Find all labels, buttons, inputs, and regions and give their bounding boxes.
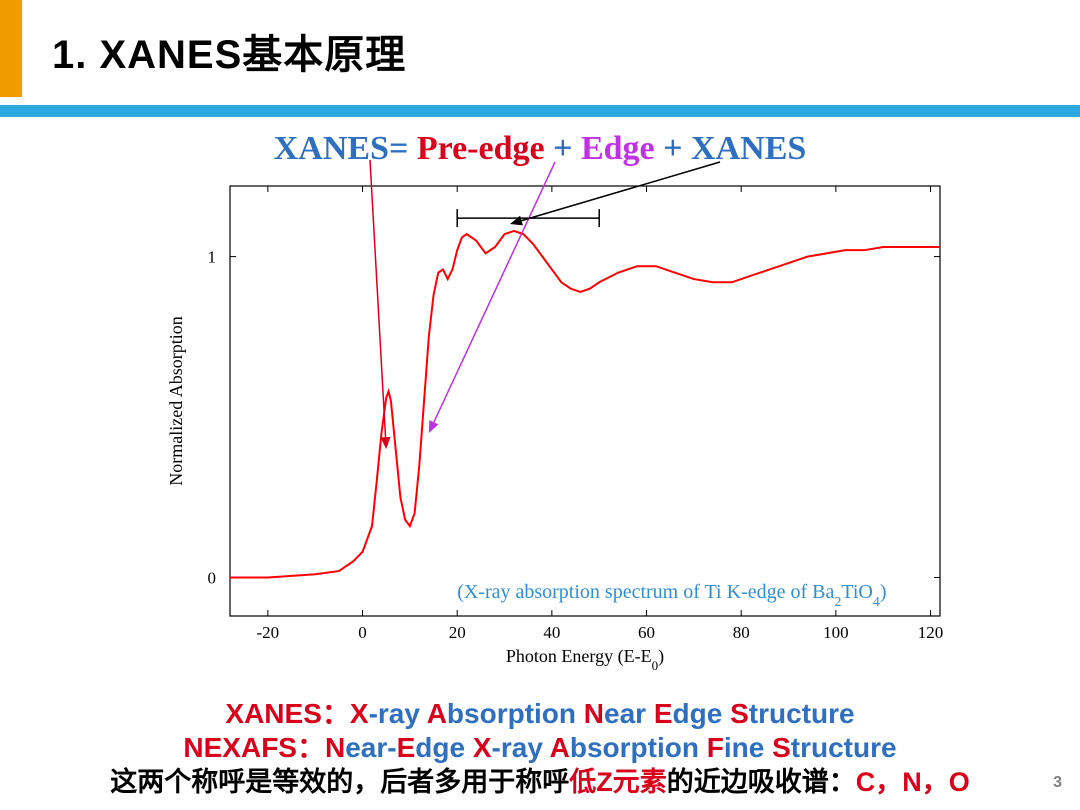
- svg-text:-20: -20: [257, 623, 280, 642]
- svg-text:80: 80: [733, 623, 750, 642]
- footnote: 这两个称呼是等效的，后者多用于称呼低Z元素的近边吸收谱：C，N，O: [0, 760, 1080, 799]
- svg-text:0: 0: [208, 568, 217, 587]
- svg-text:20: 20: [449, 623, 466, 642]
- svg-text:120: 120: [918, 623, 944, 642]
- svg-text:(X-ray absorption spectrum of: (X-ray absorption spectrum of Ti K-edge …: [457, 581, 886, 610]
- svg-text:100: 100: [823, 623, 849, 642]
- svg-text:60: 60: [638, 623, 655, 642]
- divider-bar: [0, 105, 1080, 117]
- xanes-chart: -20 0 20 40 60 80 100 120 0 1 Photon Energy (E-E0)…: [155, 156, 955, 676]
- svg-text:0: 0: [358, 623, 367, 642]
- svg-text:Photon Energy (E-E0): Photon Energy (E-E0): [506, 646, 664, 673]
- svg-text:Normalized Absorption: Normalized Absorption: [166, 316, 186, 485]
- page-number: 3: [1053, 774, 1062, 792]
- svg-text:1: 1: [208, 248, 217, 267]
- accent-bar: [0, 0, 22, 97]
- slide-title: 1. XANES基本原理: [52, 22, 406, 80]
- svg-text:40: 40: [543, 623, 560, 642]
